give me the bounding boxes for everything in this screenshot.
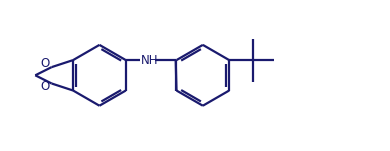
Text: O: O <box>41 80 50 93</box>
Text: O: O <box>41 58 50 71</box>
Text: NH: NH <box>141 54 158 67</box>
